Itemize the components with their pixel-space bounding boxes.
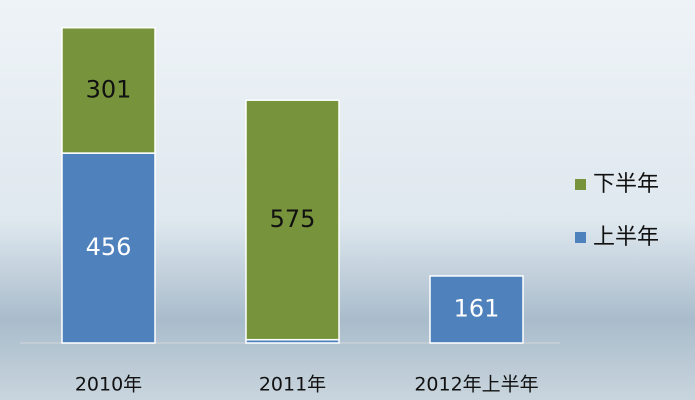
x-tick-label: 2011年 xyxy=(259,374,326,396)
legend-swatch xyxy=(575,232,586,243)
legend-label: 上半年 xyxy=(593,225,659,250)
data-label: 575 xyxy=(270,205,316,233)
legend-swatch xyxy=(575,179,586,190)
data-label: 456 xyxy=(86,233,132,261)
data-label: 161 xyxy=(454,294,500,322)
data-label: 301 xyxy=(86,75,132,103)
x-tick-label: 2010年 xyxy=(75,374,142,396)
x-tick-label: 2012年上半年 xyxy=(414,374,538,396)
legend-label: 下半年 xyxy=(593,172,659,197)
chart: 2010年4563012011年85752012年上半年161下半年上半年 xyxy=(0,0,695,400)
